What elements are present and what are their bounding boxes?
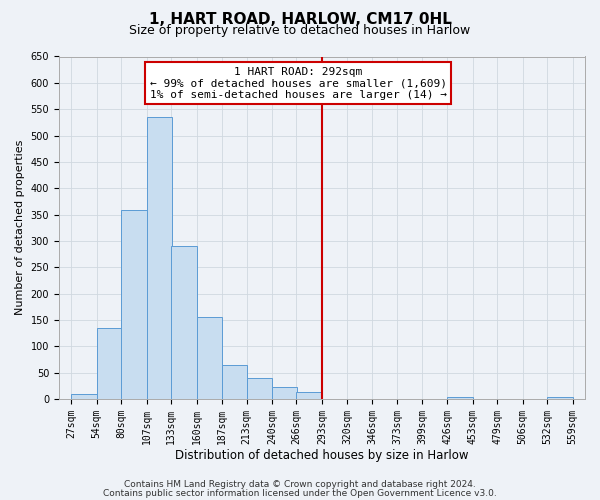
Text: Size of property relative to detached houses in Harlow: Size of property relative to detached ho… [130, 24, 470, 37]
X-axis label: Distribution of detached houses by size in Harlow: Distribution of detached houses by size … [175, 450, 469, 462]
Bar [146, 117, 172, 399]
Bar [296, 392, 322, 399]
Bar [197, 318, 222, 399]
Bar [171, 246, 197, 399]
Bar [448, 398, 473, 399]
Bar [71, 394, 97, 399]
Bar [547, 398, 573, 399]
Bar [97, 328, 122, 399]
Text: Contains HM Land Registry data © Crown copyright and database right 2024.: Contains HM Land Registry data © Crown c… [124, 480, 476, 489]
Bar [121, 210, 146, 399]
Text: 1 HART ROAD: 292sqm
← 99% of detached houses are smaller (1,609)
1% of semi-deta: 1 HART ROAD: 292sqm ← 99% of detached ho… [150, 67, 447, 100]
Bar [272, 388, 298, 399]
Bar [222, 364, 247, 399]
Text: Contains public sector information licensed under the Open Government Licence v3: Contains public sector information licen… [103, 489, 497, 498]
Bar [247, 378, 272, 399]
Y-axis label: Number of detached properties: Number of detached properties [15, 140, 25, 316]
Text: 1, HART ROAD, HARLOW, CM17 0HL: 1, HART ROAD, HARLOW, CM17 0HL [149, 12, 451, 28]
